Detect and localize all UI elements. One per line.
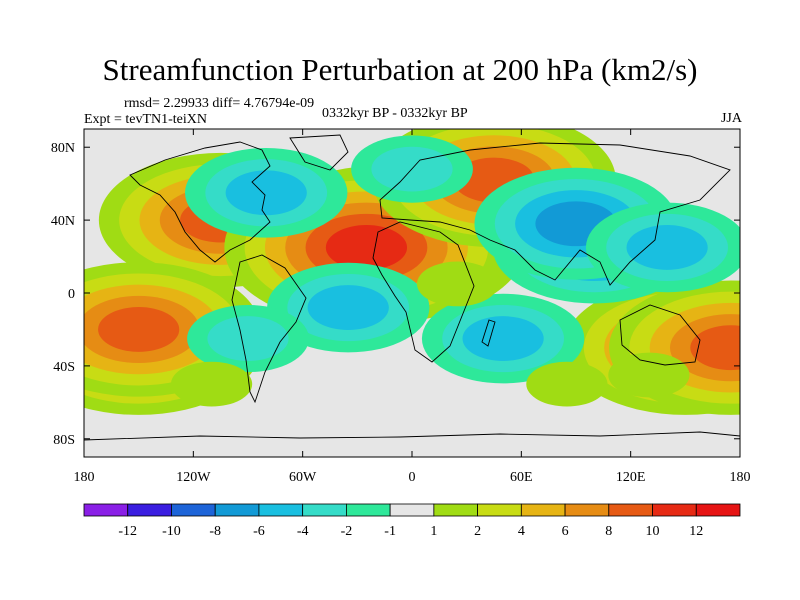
anomaly-17-level-1 — [608, 352, 690, 398]
period-label: 0332kyr BP - 0332kyr BP — [322, 106, 468, 121]
coast-madagascar — [481, 319, 496, 347]
colorbar-box-7 — [389, 503, 435, 517]
colorbar-box-9 — [477, 503, 522, 517]
colorbar-box-14 — [695, 503, 741, 517]
coast-antarctica — [84, 431, 740, 441]
colorbar-label-10: 6 — [562, 524, 569, 539]
x-tick-label-4: 60E — [510, 470, 533, 485]
colorbar-label-8: 2 — [474, 524, 481, 539]
anomaly-16-level-1 — [416, 261, 499, 307]
colorbar-label-7: 1 — [430, 524, 437, 539]
coast-africa — [372, 221, 475, 363]
colorbar-box-1 — [127, 503, 172, 517]
anomaly-12-level-3 — [462, 316, 544, 361]
coast-eurasia — [379, 142, 731, 286]
season-label: JJA — [720, 111, 742, 126]
colorbar-box-12 — [608, 503, 653, 517]
colorbar-box-3 — [214, 503, 260, 517]
colorbar-box-6 — [345, 503, 391, 517]
colorbar-box-4 — [258, 503, 304, 517]
colorbar-box-13 — [652, 503, 697, 517]
x-tick-label-6: 180 — [730, 470, 751, 485]
y-tick-label-0: 80N — [51, 141, 75, 156]
colorbar-label-12: 10 — [646, 524, 660, 539]
colorbar-box-8 — [433, 503, 479, 517]
x-tick-label-0: 180 — [74, 470, 95, 485]
colorbar-label-3: -6 — [253, 524, 265, 539]
colorbar-label-5: -2 — [341, 524, 353, 539]
colorbar-label-0: -12 — [118, 524, 137, 539]
colorbar-label-2: -8 — [209, 524, 221, 539]
anomaly-2-level-5 — [98, 307, 180, 352]
rmsd-label: rmsd= 2.29933 diff= 4.76794e-09 — [124, 96, 315, 111]
anomaly-11-level-3 — [225, 170, 307, 216]
x-tick-label-1: 120W — [176, 470, 211, 485]
anomaly-4-level-6 — [325, 225, 408, 270]
colorbar-label-6: -1 — [384, 524, 396, 539]
y-tick-label-3: 40S — [53, 360, 75, 375]
anomaly-7-level-5 — [690, 325, 740, 371]
y-tick-label-1: 40N — [51, 214, 75, 229]
coast-australia — [619, 304, 701, 366]
colorbar-label-1: -10 — [162, 524, 181, 539]
y-tick-label-2: 0 — [68, 287, 75, 302]
coast-south-america — [231, 254, 307, 404]
coast-north-america — [129, 141, 271, 263]
anomaly-18-level-1 — [170, 361, 253, 407]
anomaly-10-level-3 — [626, 225, 708, 270]
x-tick-label-2: 60W — [289, 470, 317, 485]
colorbar-box-11 — [564, 503, 610, 517]
colorbar-label-4: -4 — [297, 524, 309, 539]
anomaly-13-level-3 — [307, 285, 389, 330]
expt-label: Expt = tevTN1-teiXN — [84, 112, 207, 127]
colorbar-label-11: 8 — [605, 524, 612, 539]
anomaly-14-level-2 — [207, 316, 289, 361]
colorbar-box-0 — [83, 503, 129, 517]
coastlines — [84, 134, 740, 441]
colorbar-label-13: 12 — [689, 524, 703, 539]
x-tick-label-5: 120E — [616, 470, 646, 485]
colorbar-box-5 — [302, 503, 347, 517]
anomaly-19-level-1 — [526, 361, 608, 407]
colorbar-box-10 — [520, 503, 566, 517]
colorbar-label-9: 4 — [518, 524, 525, 539]
y-tick-label-4: 80S — [53, 433, 75, 448]
colorbar-box-2 — [171, 503, 216, 517]
coast-greenland — [289, 134, 349, 171]
chart-title: Streamfunction Perturbation at 200 hPa (… — [102, 52, 698, 87]
x-tick-label-3: 0 — [409, 470, 416, 485]
